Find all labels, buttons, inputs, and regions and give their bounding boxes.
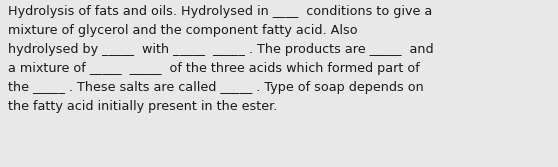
Text: Hydrolysis of fats and oils. Hydrolysed in ____  conditions to give a
mixture of: Hydrolysis of fats and oils. Hydrolysed …: [8, 5, 434, 113]
